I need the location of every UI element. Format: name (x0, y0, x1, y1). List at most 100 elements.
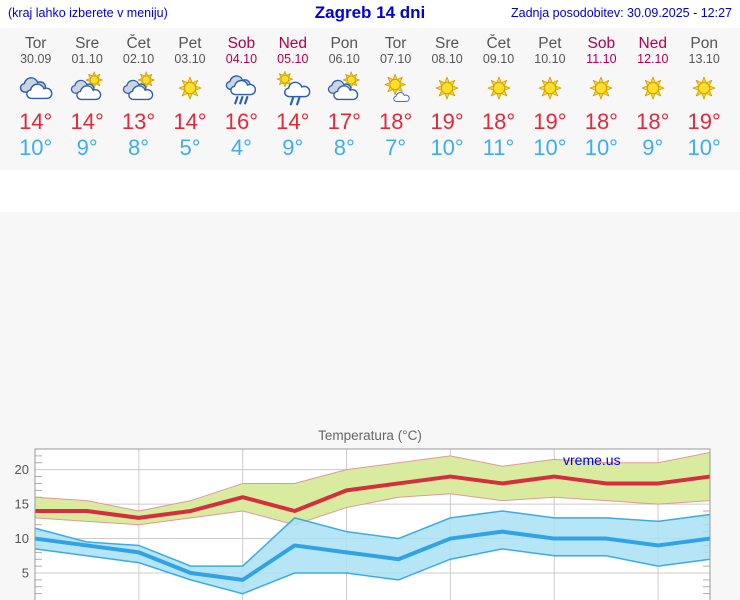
day-icon-slot (216, 71, 267, 107)
day-icon-slot (576, 71, 627, 107)
day-date-label: 02.10 (122, 52, 155, 66)
day-low-temp: 4° (230, 135, 252, 160)
day-high-temp: 18° (481, 109, 516, 134)
menu-hint-note: (kraj lahko izberete v meniju) (8, 6, 168, 20)
day-name-label: Sre (435, 35, 460, 52)
day-low-temp: 9° (642, 135, 664, 160)
day-icon-slot (267, 70, 318, 107)
day-date-label: 08.10 (431, 52, 463, 66)
day-date-label: 01.10 (71, 52, 103, 66)
day-date-label: 13.10 (688, 52, 720, 66)
day-low-temp: 7° (385, 135, 407, 160)
day-icon-slot (61, 71, 112, 107)
sunny-weather-icon (435, 76, 459, 100)
forecast-day-column: Tor 30.09 14° 10° (10, 28, 61, 170)
temperature-chart-title: Temperatura (°C) (318, 428, 422, 443)
day-date-label: 04.10 (225, 52, 258, 66)
svg-text:20: 20 (15, 462, 29, 477)
mostlysunny-weather-icon (384, 73, 410, 102)
sunny-weather-icon (641, 76, 665, 100)
forecast-day-column: Sre 08.10 19° 10° (421, 28, 472, 170)
day-name-label: Ned (278, 35, 308, 52)
vreme-us-watermark-link[interactable]: vreme.us (563, 452, 621, 468)
sunny-weather-icon (589, 76, 613, 100)
forecast-day-column: Čet 02.10 13° 8° (113, 28, 164, 170)
day-icon-slot (627, 71, 678, 107)
day-name-label: Sob (227, 35, 256, 52)
day-name-label: Tor (384, 35, 407, 52)
forecast-day-column: Čet 09.10 18° 11° (473, 28, 524, 170)
day-high-temp: 16° (224, 109, 259, 134)
sunny-weather-icon (487, 76, 510, 100)
day-date-label: 07.10 (380, 52, 412, 66)
day-icon-slot (113, 71, 164, 107)
forecast-day-column: Sob 04.10 16° 4° (216, 28, 267, 170)
page-title: Zagreb 14 dni (314, 3, 426, 22)
day-high-temp: 14° (276, 109, 310, 134)
day-low-temp: 9° (76, 135, 98, 160)
day-high-temp: 18° (379, 109, 413, 134)
day-high-temp: 17° (327, 109, 361, 134)
day-date-label: 03.10 (174, 52, 206, 66)
day-low-temp: 11° (482, 135, 515, 160)
forecast-day-column: Pon 13.10 19° 10° (678, 28, 729, 170)
day-name-label: Sob (587, 35, 616, 52)
svg-text:5: 5 (22, 566, 29, 581)
day-icon-slot (370, 71, 421, 107)
day-date-label: 09.10 (482, 52, 515, 66)
forecast-day-column: Pet 03.10 14° 5° (164, 28, 215, 170)
forecast-day-column: Ned 05.10 14° 9° (267, 28, 318, 170)
day-high-temp: 19° (687, 109, 721, 134)
partly-weather-icon (122, 71, 155, 101)
day-name-label: Čet (126, 35, 151, 52)
day-name-label: Pon (690, 35, 718, 52)
day-date-label: 06.10 (328, 52, 360, 66)
day-date-label: 30.09 (20, 52, 52, 66)
forecast-day-column: Pet 10.10 19° 10° (524, 28, 575, 170)
day-low-temp: 5° (179, 135, 201, 160)
day-high-temp: 14° (19, 109, 53, 134)
day-low-temp: 8° (333, 135, 355, 160)
day-low-temp: 10° (430, 135, 464, 160)
day-date-label: 10.10 (534, 52, 566, 66)
last-update-timestamp: Zadnja posodobitev: 30.09.2025 - 12:27 (510, 6, 732, 20)
sunshower-weather-icon (276, 70, 311, 106)
forecast-strip: Tor 30.09 14° 10° Sre 01.10 14° 9° Čet 02.10 13° 8°… (0, 28, 740, 170)
day-high-temp: 14° (70, 109, 104, 134)
day-date-label: 11.10 (586, 52, 617, 66)
day-date-label: 12.10 (637, 52, 669, 66)
day-icon-slot (319, 71, 370, 107)
day-low-temp: 10° (584, 135, 618, 160)
cloudy-weather-icon (19, 77, 53, 100)
rain-weather-icon (226, 75, 257, 105)
day-low-temp: 8° (128, 135, 150, 160)
day-high-temp: 13° (121, 109, 156, 134)
svg-text:15: 15 (15, 497, 29, 512)
sunny-weather-icon (538, 76, 562, 100)
day-high-temp: 14° (173, 109, 207, 134)
day-high-temp: 19° (430, 109, 464, 134)
day-low-temp: 10° (533, 135, 567, 160)
day-icon-slot (164, 71, 215, 107)
day-high-temp: 18° (636, 109, 670, 134)
temperature-chart: 5 10 15 20 vreme.us (15, 448, 711, 600)
day-icon-slot (10, 71, 61, 107)
sunny-weather-icon (178, 76, 202, 100)
day-date-label: 05.10 (277, 52, 309, 66)
day-high-temp: 18° (584, 109, 618, 134)
day-name-label: Sre (75, 35, 100, 52)
partly-weather-icon (328, 71, 360, 101)
day-high-temp: 19° (533, 109, 567, 134)
day-name-label: Pet (538, 35, 562, 52)
day-icon-slot (421, 71, 472, 107)
day-low-temp: 10° (687, 135, 721, 160)
day-name-label: Pon (330, 35, 359, 52)
forecast-day-column: Pon 06.10 17° 8° (319, 28, 370, 170)
forecast-day-column: Tor 07.10 18° 7° (370, 28, 421, 170)
day-name-label: Čet (486, 35, 511, 52)
day-icon-slot (524, 71, 575, 107)
day-name-label: Tor (24, 35, 47, 52)
forecast-day-column: Ned 12.10 18° 9° (627, 28, 678, 170)
